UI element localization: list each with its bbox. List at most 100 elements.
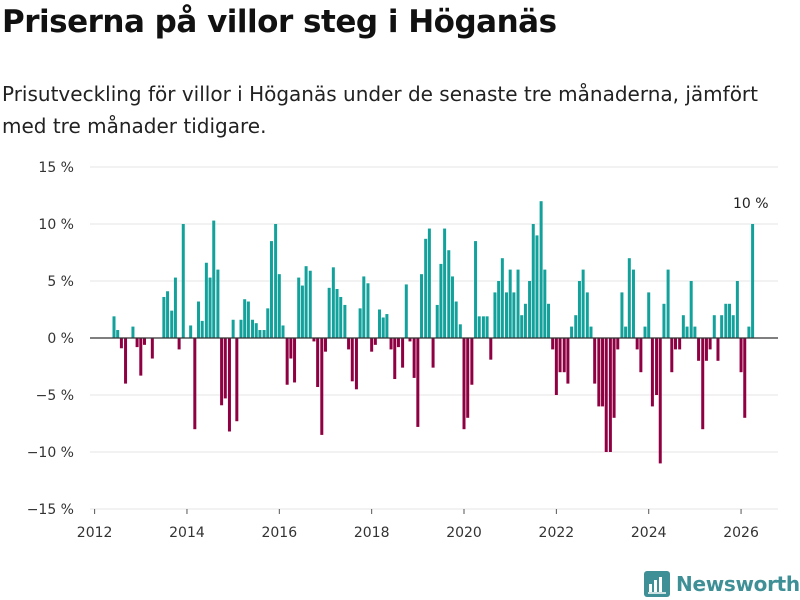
bar-negative	[124, 338, 128, 384]
y-tick-label: 0 %	[47, 331, 74, 347]
bar-positive	[477, 316, 481, 338]
bar-negative	[554, 338, 558, 395]
bar-positive	[643, 326, 647, 338]
bar-negative	[462, 338, 466, 430]
x-tick-label: 2022	[539, 525, 575, 541]
bar-negative	[416, 338, 420, 427]
bar-positive	[339, 296, 343, 338]
bar-positive	[269, 241, 273, 338]
bar-negative	[139, 338, 143, 376]
bar-positive	[424, 238, 428, 338]
bar-positive	[523, 303, 527, 338]
bar-positive	[112, 316, 116, 338]
bar-negative	[150, 338, 154, 359]
bar-negative	[616, 338, 620, 350]
bar-positive	[277, 274, 281, 338]
bar-positive	[731, 315, 735, 338]
bar-positive	[620, 292, 624, 338]
bar-positive	[481, 316, 485, 338]
bar-negative	[401, 338, 405, 368]
bar-positive	[200, 320, 204, 338]
bar-positive	[681, 315, 685, 338]
bar-negative	[601, 338, 605, 407]
bar-positive	[427, 228, 431, 338]
bar-negative	[566, 338, 570, 384]
bar-negative	[470, 338, 474, 385]
bar-positive	[246, 301, 250, 338]
newsworthy-logo-text: Newsworthy	[676, 572, 800, 596]
bar-positive	[262, 330, 266, 338]
bar-negative	[562, 338, 566, 373]
bar-positive	[131, 326, 135, 338]
bar-positive	[166, 291, 170, 338]
bar-negative	[635, 338, 639, 350]
bar-negative	[354, 338, 358, 390]
bar-positive	[443, 228, 447, 338]
bar-positive	[208, 277, 212, 338]
bar-negative	[466, 338, 470, 418]
bar-positive	[581, 269, 585, 338]
x-tick-label: 2014	[169, 525, 205, 541]
bar-positive	[239, 319, 243, 338]
bar-positive	[197, 301, 201, 338]
bar-positive	[747, 326, 751, 338]
bar-negative	[608, 338, 612, 452]
bar-negative	[293, 338, 297, 383]
bar-negative	[373, 338, 377, 345]
bar-positive	[362, 276, 366, 338]
bar-positive	[439, 263, 443, 338]
bar-negative	[285, 338, 289, 385]
bar-negative	[223, 338, 227, 399]
bar-positive	[274, 224, 278, 338]
bar-negative	[593, 338, 597, 384]
y-tick-label: 15 %	[38, 160, 74, 176]
bar-positive	[381, 317, 385, 338]
newsworthy-logo-icon	[644, 571, 670, 597]
bar-positive	[543, 269, 547, 338]
bar-negative	[604, 338, 608, 452]
bar-positive	[181, 224, 185, 338]
bar-negative	[316, 338, 320, 388]
y-tick-label: 10 %	[38, 217, 74, 233]
x-axis: 2012 2014 2016 2018 2020 2022 2024 2026	[77, 509, 759, 541]
bar-positive	[647, 292, 651, 338]
gridlines	[90, 166, 778, 510]
bar-negative	[431, 338, 435, 368]
bar-negative	[708, 338, 712, 350]
bar-negative	[235, 338, 239, 422]
bar-positive	[689, 281, 693, 338]
bar-positive	[243, 299, 247, 338]
bar-positive	[693, 326, 697, 338]
bar-negative	[227, 338, 231, 432]
bar-positive	[547, 303, 551, 338]
bar-positive	[508, 269, 512, 338]
bar-positive	[627, 258, 631, 338]
bar-negative	[389, 338, 393, 350]
bar-negative	[612, 338, 616, 418]
bar-negative	[142, 338, 146, 345]
bar-positive	[493, 292, 497, 338]
bar-negative	[408, 338, 412, 342]
bar-negative	[639, 338, 643, 373]
bar-positive	[450, 276, 454, 338]
bars	[90, 201, 778, 464]
bar-positive	[216, 269, 220, 338]
bar-negative	[704, 338, 708, 361]
bar-negative	[119, 338, 123, 349]
bar-positive	[685, 326, 689, 338]
bar-positive	[585, 292, 589, 338]
bar-positive	[378, 309, 382, 338]
x-tick-label: 2020	[446, 525, 482, 541]
bar-positive	[728, 303, 732, 338]
bar-positive	[577, 281, 581, 338]
bar-positive	[404, 284, 408, 338]
bar-negative	[220, 338, 224, 406]
bar-positive	[170, 310, 174, 338]
bar-negative	[697, 338, 701, 361]
bar-positive	[539, 201, 543, 338]
bar-positive	[162, 296, 166, 338]
bar-positive	[335, 288, 339, 338]
bar-positive	[520, 315, 524, 338]
bar-positive	[327, 287, 331, 338]
bar-positive	[574, 315, 578, 338]
